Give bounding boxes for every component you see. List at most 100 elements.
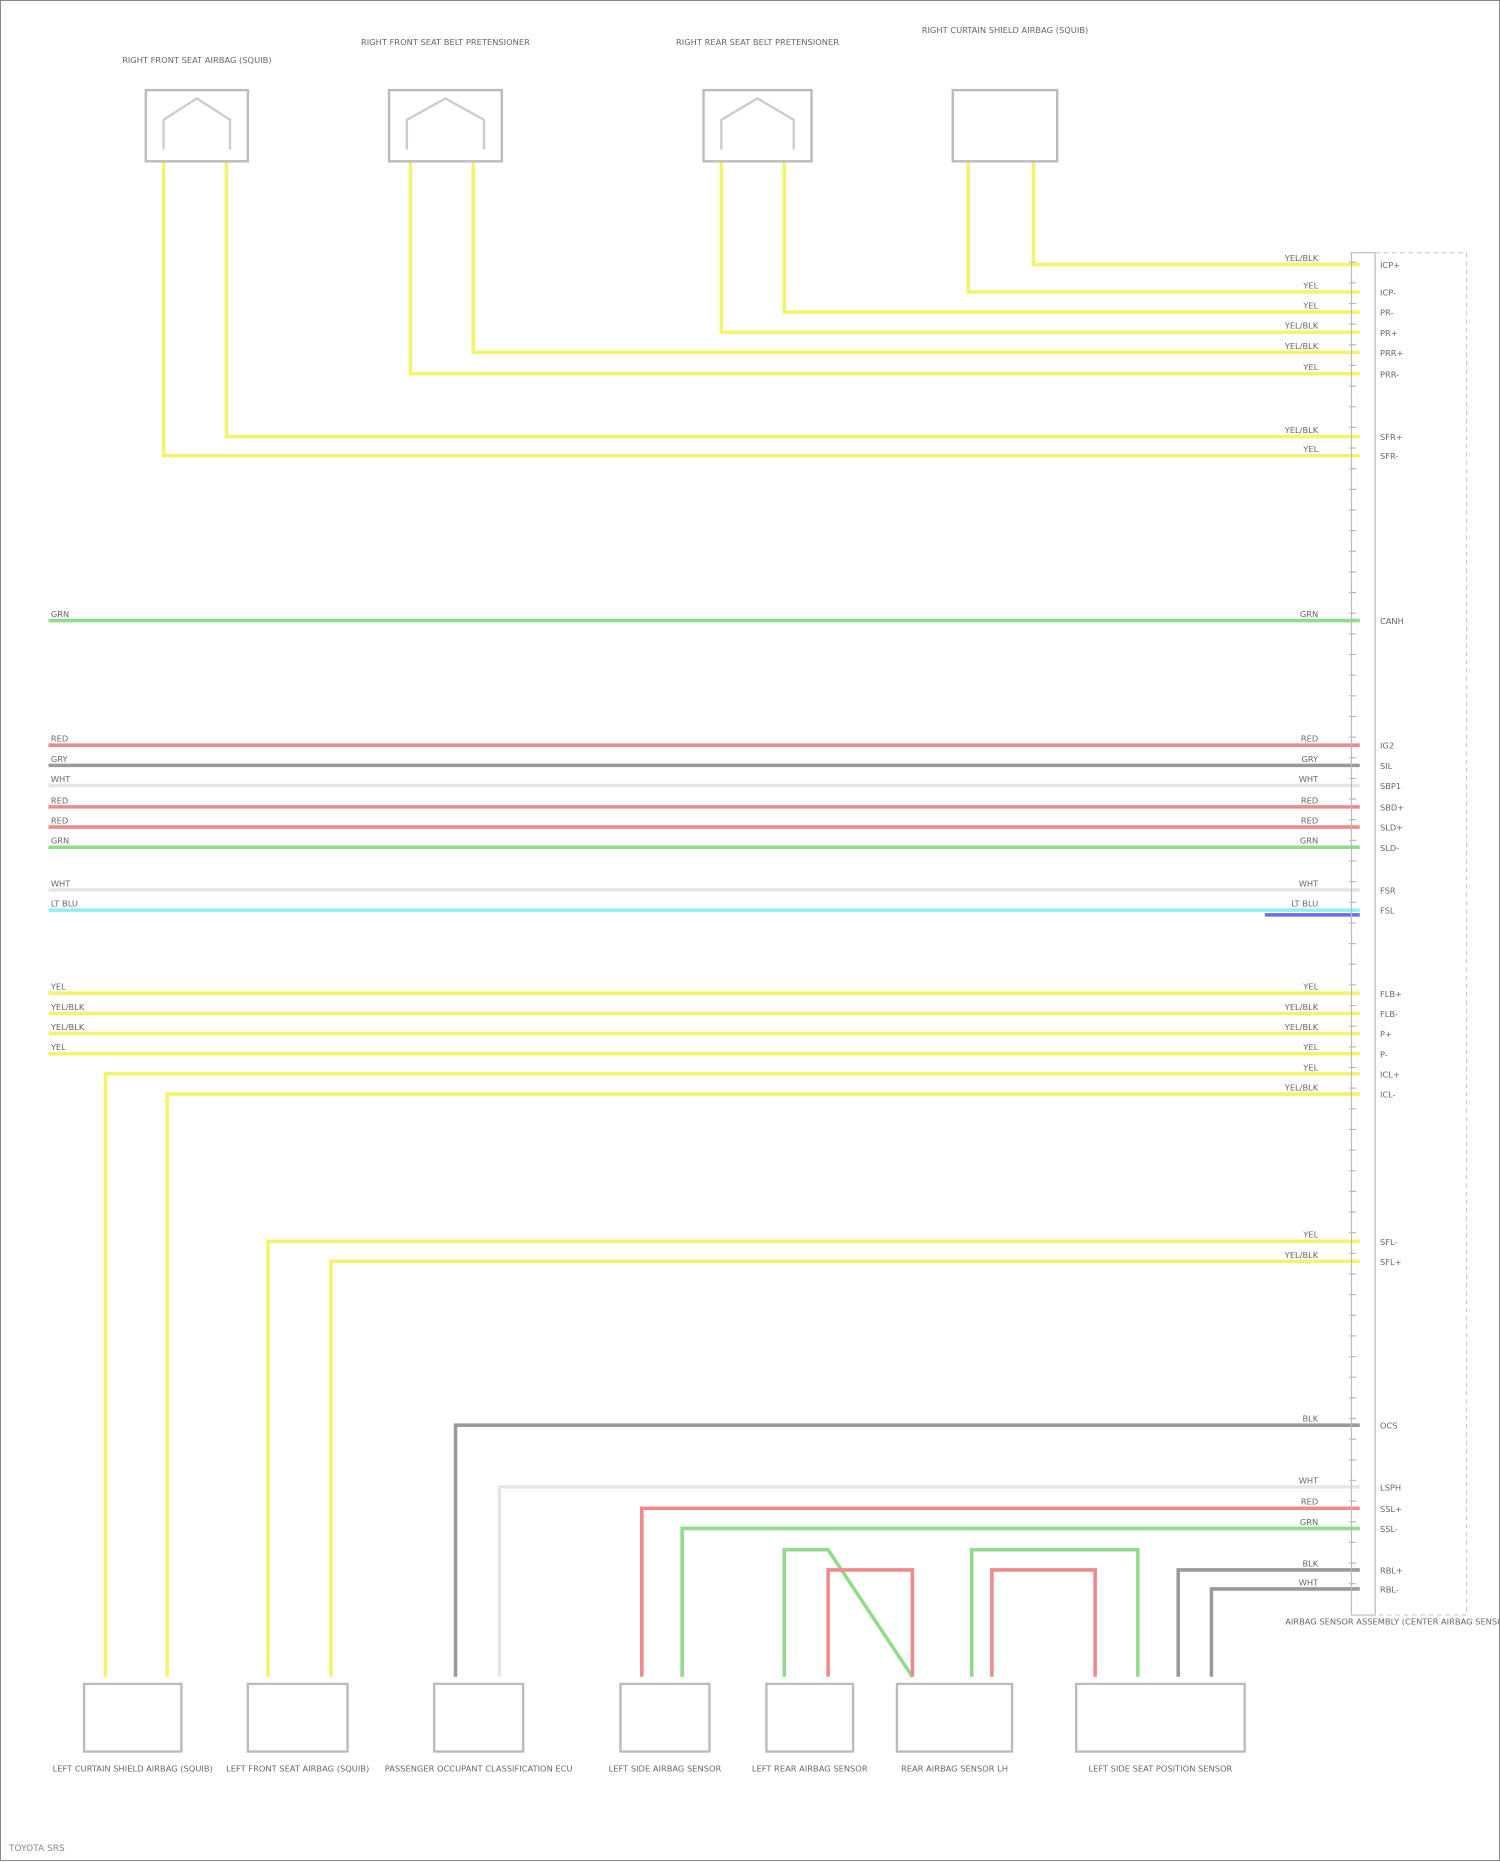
pin-label: PRR+ [1380, 348, 1404, 358]
wire-label: GRY [1302, 754, 1320, 764]
wire-3 [782, 161, 1360, 314]
wire-6 [408, 161, 1360, 376]
bottom-component-label: LEFT SIDE SEAT POSITION SENSOR [1088, 1764, 1232, 1774]
squib-icon [405, 97, 486, 150]
wire-label: YEL/BLK [1284, 1002, 1319, 1012]
wire-label: WHT [1299, 774, 1319, 784]
wire-label-left: GRN [51, 836, 69, 846]
wire-label-left: YEL [50, 982, 66, 992]
squib-icon [720, 97, 795, 150]
top-component-label: RIGHT FRONT SEAT BELT PRETENSIONER [361, 37, 530, 47]
jumper-wire [782, 1547, 914, 1678]
top-component-1 [144, 88, 250, 163]
module-label: AIRBAG SENSOR ASSEMBLY (CENTER AIRBAG SE… [1285, 1617, 1500, 1627]
pin-label: PR- [1380, 308, 1393, 318]
pin-label: FLB+ [1380, 989, 1402, 999]
wire-label: LT BLU [1291, 899, 1318, 909]
wire-label: YEL [1302, 280, 1318, 290]
pin-label: OCS [1380, 1421, 1398, 1431]
wire-label: YEL [1302, 444, 1318, 454]
pin-label: SBD+ [1380, 802, 1404, 812]
pin-label: P+ [1380, 1029, 1392, 1039]
pin-label: SFL+ [1380, 1257, 1402, 1267]
pin-label: SBP1 [1380, 781, 1401, 791]
pin-label: ICP- [1380, 287, 1396, 297]
top-component-2 [387, 88, 503, 163]
squib-icon [162, 97, 232, 150]
wire-label: YEL/BLK [1284, 341, 1319, 351]
wire-label: YEL/BLK [1284, 1022, 1319, 1032]
wire-label-left: GRY [51, 754, 69, 764]
pin-label: FSL [1380, 906, 1395, 916]
wire-27 [497, 1485, 1360, 1677]
wire-label: YEL [1302, 1062, 1318, 1072]
wire-label: YEL [1302, 300, 1318, 310]
wire-label-left: WHT [51, 774, 71, 784]
pin-label: RBL- [1380, 1584, 1399, 1594]
wire-1 [1031, 161, 1360, 267]
wire-label-left: GRN [51, 609, 69, 619]
module-connector [1350, 252, 1376, 1616]
wire-25 [329, 1259, 1360, 1677]
bottom-component-label: LEFT CURTAIN SHIELD AIRBAG (SQUIB) [53, 1764, 213, 1774]
wire-label-left: RED [51, 816, 68, 826]
pin-label: RBL+ [1380, 1566, 1403, 1576]
wire-label: WHT [1299, 1577, 1319, 1587]
bottom-component-label: LEFT FRONT SEAT AIRBAG (SQUIB) [226, 1764, 369, 1774]
pin-label: CANH [1380, 616, 1404, 626]
wire-4 [719, 161, 1360, 334]
wire-2 [966, 161, 1360, 294]
wire-label: YEL/BLK [1284, 1250, 1319, 1260]
bottom-component-label: LEFT REAR AIRBAG SENSOR [752, 1764, 868, 1774]
pin-label: SFR- [1380, 451, 1398, 461]
pin-label: SFL- [1380, 1237, 1398, 1247]
wire-label: YEL [1302, 362, 1318, 372]
pin-label: SSL- [1380, 1524, 1398, 1534]
wire-label: WHT [1299, 1475, 1319, 1485]
wire-5 [471, 161, 1360, 355]
bottom-component-label: REAR AIRBAG SENSOR LH [901, 1764, 1008, 1774]
bottom-component-6 [895, 1682, 1014, 1753]
bottom-component-5 [765, 1682, 855, 1753]
wire-label: YEL [1302, 982, 1318, 992]
bottom-component-4 [619, 1682, 711, 1753]
bottom-component-2 [246, 1682, 349, 1753]
wire-label-left: YEL/BLK [50, 1022, 85, 1032]
pin-label: LSPH [1380, 1482, 1401, 1492]
wire-label: BLK [1302, 1414, 1318, 1424]
wire-label-left: RED [51, 795, 68, 805]
wire-label: YEL [1302, 1230, 1318, 1240]
wire-28 [640, 1506, 1360, 1677]
pin-label: SSL+ [1380, 1504, 1402, 1514]
wire-label: YEL/BLK [1284, 321, 1319, 331]
wire-label-left: YEL/BLK [50, 1002, 85, 1012]
pin-label: FSR [1380, 886, 1396, 896]
pin-label: PRR- [1380, 369, 1399, 379]
pin-label: PR+ [1380, 328, 1398, 338]
jumper-wire [969, 1547, 1140, 1677]
top-component-3 [702, 88, 813, 163]
wire-label: YEL/BLK [1284, 425, 1319, 435]
pin-label: SIL [1380, 761, 1393, 771]
top-component-label: RIGHT FRONT SEAT AIRBAG (SQUIB) [122, 55, 271, 65]
wire-label: GRN [1300, 836, 1318, 846]
bottom-component-label: LEFT SIDE AIRBAG SENSOR [609, 1764, 722, 1774]
pin-label: SLD+ [1380, 823, 1403, 833]
pin-label: ICP+ [1380, 260, 1400, 270]
wire-26 [453, 1423, 1360, 1677]
wire-label: RED [1301, 795, 1318, 805]
wire-label: RED [1301, 1497, 1318, 1507]
wire-label: GRN [1300, 609, 1318, 619]
pin-label: FLB- [1380, 1009, 1398, 1019]
wire-label: YEL/BLK [1284, 1083, 1319, 1093]
footer-label: TOYOTA SRS [9, 1844, 65, 1854]
bottom-component-label: PASSENGER OCCUPANT CLASSIFICATION ECU [385, 1764, 573, 1774]
top-component-label: RIGHT CURTAIN SHIELD AIRBAG (SQUIB) [922, 25, 1089, 35]
wire-22 [103, 1072, 1360, 1677]
wire-29 [680, 1526, 1360, 1677]
wire-31 [1209, 1587, 1360, 1677]
bottom-component-7 [1074, 1682, 1246, 1753]
wire-label: RED [1301, 816, 1318, 826]
